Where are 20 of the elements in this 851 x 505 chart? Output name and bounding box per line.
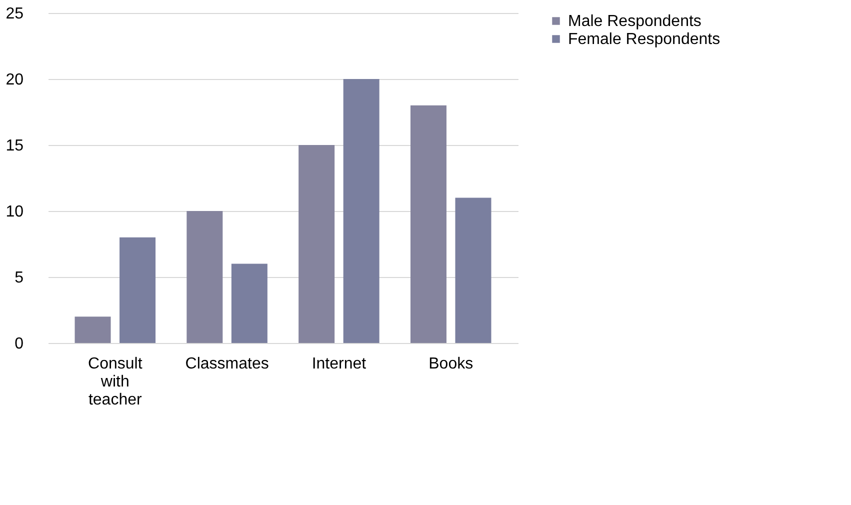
y-tick-label: 5 <box>14 270 24 286</box>
legend-label: Male Respondents <box>568 13 702 30</box>
bar <box>455 198 492 343</box>
bar <box>298 145 335 343</box>
x-tick-label: Internet <box>312 356 367 372</box>
x-tick-label: Classmates <box>185 356 269 372</box>
legend-label: Female Respondents <box>568 31 720 48</box>
bar <box>343 79 380 343</box>
bar <box>410 105 446 343</box>
bar <box>74 316 111 343</box>
y-tick-label: 20 <box>6 72 24 88</box>
bar <box>120 237 156 343</box>
y-tick-label: 10 <box>6 204 24 220</box>
y-tick-label: 15 <box>6 138 24 154</box>
x-tick-label: Consult with teacher <box>88 356 143 408</box>
bar <box>186 211 223 343</box>
y-tick-label: 0 <box>14 336 24 352</box>
bar <box>231 264 268 343</box>
y-tick-label: 25 <box>6 6 24 22</box>
x-tick-label: Books <box>428 356 474 372</box>
